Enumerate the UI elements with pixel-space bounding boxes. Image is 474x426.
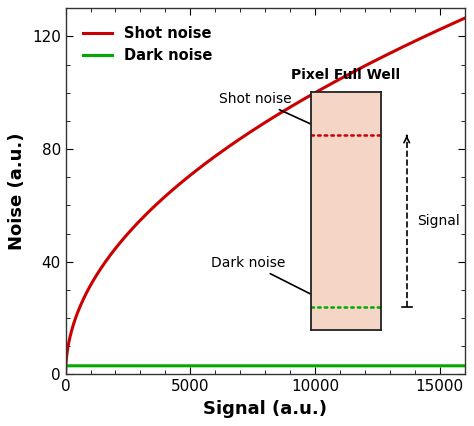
Dark noise — [450, 363, 456, 368]
Shot noise — [257, 124, 263, 129]
Text: Pixel Full Well: Pixel Full Well — [292, 67, 401, 81]
X-axis label: Signal (a.u.): Signal (a.u.) — [203, 400, 327, 417]
Shot noise — [450, 21, 456, 26]
Shot noise — [63, 372, 68, 377]
Shot noise — [83, 291, 89, 296]
Text: Shot noise: Shot noise — [219, 92, 331, 134]
Shot noise — [462, 16, 467, 21]
Dark noise — [63, 363, 68, 368]
Dark noise — [377, 363, 383, 368]
Text: Dark noise: Dark noise — [211, 256, 331, 305]
Shot noise — [246, 130, 252, 135]
Dark noise — [246, 363, 252, 368]
Y-axis label: Noise (a.u.): Noise (a.u.) — [9, 132, 27, 250]
Dark noise — [83, 363, 89, 368]
Dark noise — [462, 363, 467, 368]
Shot noise — [450, 21, 456, 26]
Text: Signal: Signal — [417, 214, 459, 228]
Line: Shot noise: Shot noise — [65, 18, 465, 374]
Legend: Shot noise, Dark noise: Shot noise, Dark noise — [77, 20, 218, 69]
Dark noise — [257, 363, 263, 368]
Dark noise — [450, 363, 456, 368]
Shot noise — [377, 56, 383, 61]
